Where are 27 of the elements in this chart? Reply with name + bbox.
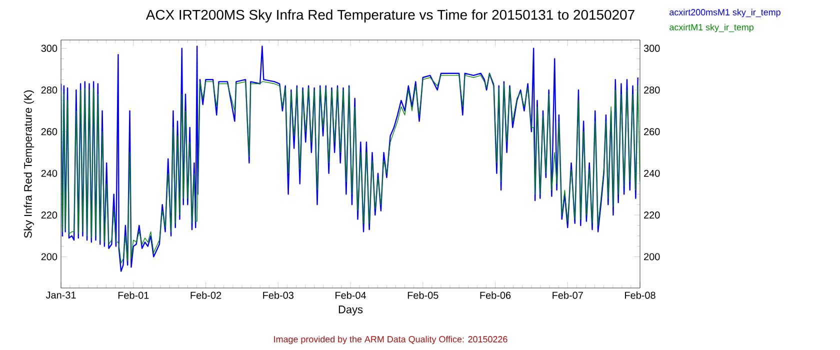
y-tick-label: 200 <box>41 253 58 260</box>
x-tick-label: Feb-08 <box>625 292 656 299</box>
x-tick-label: Feb-03 <box>263 292 294 299</box>
y2-tick-label: 200 <box>644 253 660 260</box>
x-axis-title: Days <box>338 306 363 316</box>
y2-tick-label: 300 <box>644 44 660 52</box>
x-tick-label: Feb-07 <box>552 292 583 299</box>
y2-tick-label: 260 <box>644 128 660 136</box>
y-axis-title: Sky Infra Red Temperature (K) <box>24 90 34 238</box>
text: acxirt200msM1 sky_ir_temp <box>670 8 780 18</box>
y-tick-label: 260 <box>41 128 58 136</box>
text: Image provided by the ARM Data Quality Office: 20150226 <box>274 336 508 344</box>
y2-tick-label: 220 <box>644 212 660 219</box>
y2-tick-label: 240 <box>644 170 660 177</box>
x-tick-label: Feb-04 <box>336 292 366 299</box>
x-tick-label: Feb-05 <box>408 292 438 299</box>
x-tick-label: Feb-02 <box>190 292 222 299</box>
chart-title: ACX IRT200MS Sky Infra Red Temperature vs Time for 20150131 to 20150207 <box>146 9 634 22</box>
x-tick-label: Jan-31 <box>46 292 76 299</box>
y-tick-label: 280 <box>41 86 58 94</box>
y2-tick-label: 280 <box>644 86 660 94</box>
y-tick-label: 300 <box>41 44 58 52</box>
x-tick-label: Feb-06 <box>480 292 511 299</box>
y-tick-label: 240 <box>41 170 58 177</box>
text: acxirtM1 sky_ir_temp <box>670 24 754 32</box>
x-tick-label: Feb-01 <box>118 292 149 299</box>
y-tick-label: 220 <box>41 212 58 219</box>
